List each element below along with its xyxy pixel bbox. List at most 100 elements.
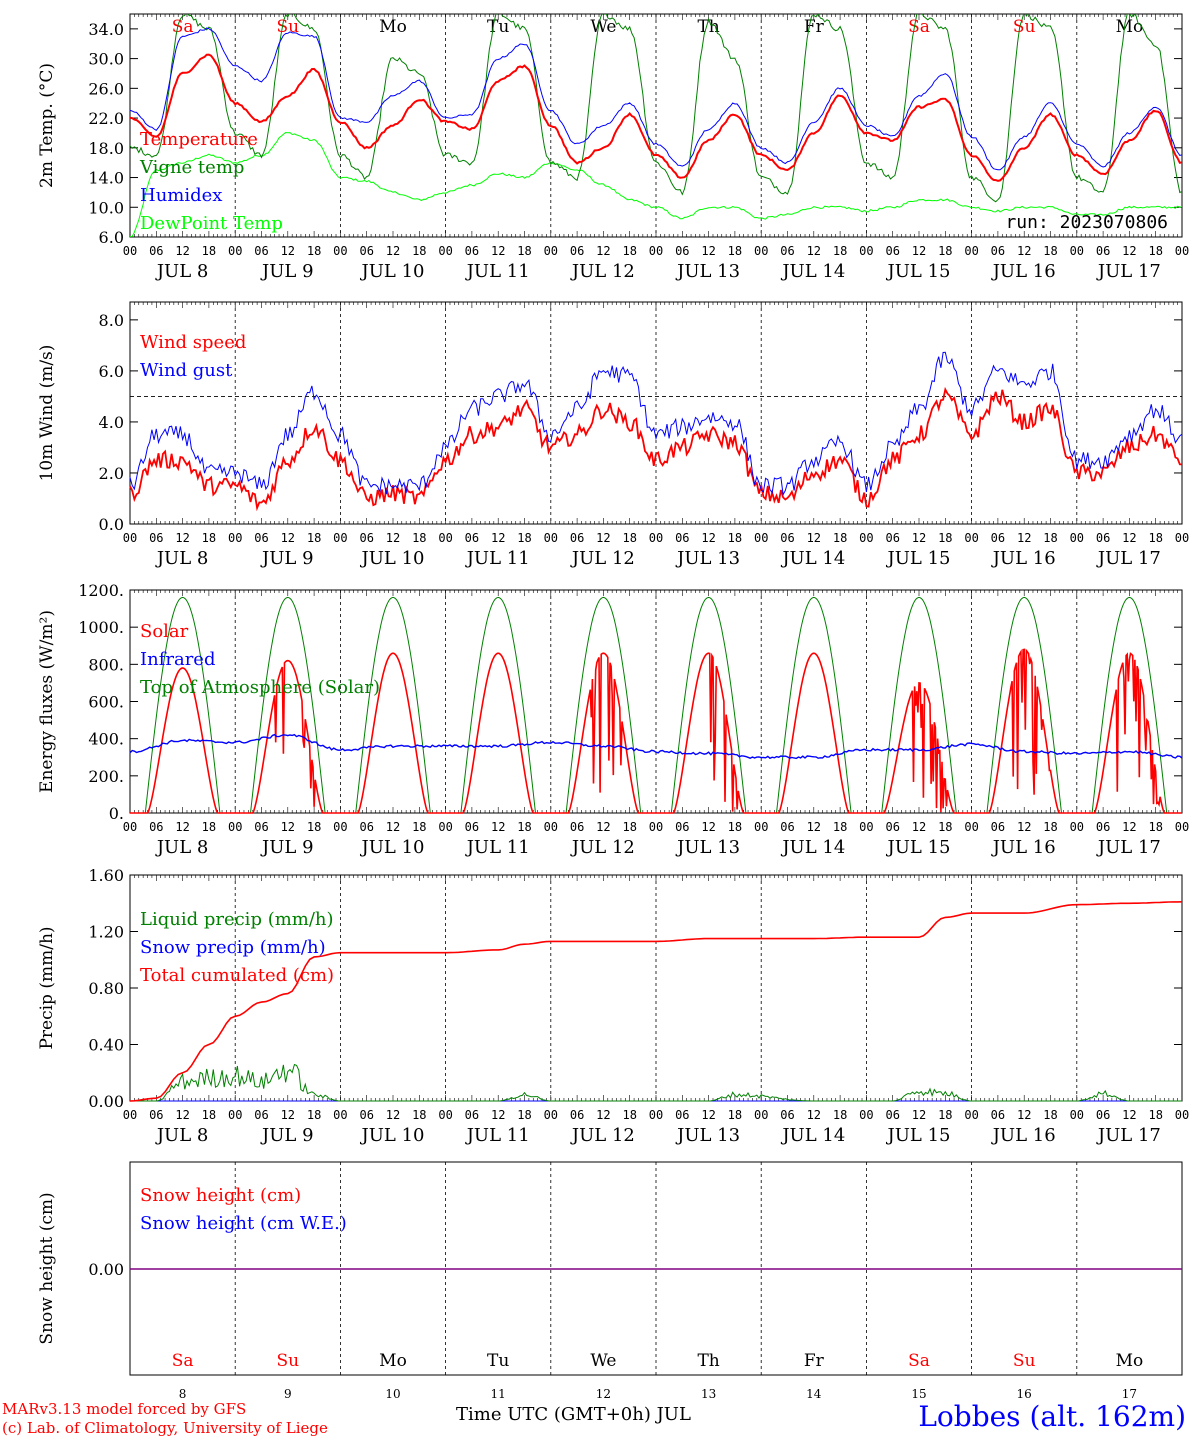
day-abbr-label: Su [276,1351,299,1371]
hour-tick-label: 06 [780,820,794,834]
hour-tick-label: 00 [754,531,768,545]
series-line-dewpoint-temp [130,131,1182,237]
date-label: JUL 16 [991,261,1056,282]
hour-tick-label: 18 [307,244,321,258]
hour-tick-label: 18 [728,820,742,834]
hour-tick-label: 12 [175,820,189,834]
hour-tick-label: 00 [859,531,873,545]
hour-tick-label: 00 [333,1108,347,1122]
hour-tick-label: 00 [1070,1108,1084,1122]
hour-tick-label: 06 [359,820,373,834]
hour-tick-label: 00 [228,1108,242,1122]
date-label: JUL 8 [155,837,209,858]
hour-tick-label: 12 [912,820,926,834]
hour-tick-label: 06 [780,1108,794,1122]
y-tick-label: 6.0 [99,228,124,247]
day-abbr-label: We [590,1351,616,1371]
hour-tick-label: 00 [123,1108,137,1122]
hour-tick-label: 12 [701,1108,715,1122]
day-abbr-label: Su [1013,1351,1036,1371]
date-label: JUL 12 [570,1125,635,1146]
hour-tick-label: 18 [307,820,321,834]
date-label: JUL 13 [675,1125,740,1146]
day-abbr-label: Mo [1116,17,1144,37]
date-label: JUL 11 [465,261,530,282]
hour-tick-label: 18 [517,531,531,545]
date-label: JUL 8 [155,1125,209,1146]
hour-tick-label: 18 [1148,531,1162,545]
y-tick-label: 0.40 [88,1036,124,1055]
run-annotation: run: 2023070806 [1005,212,1168,233]
day-abbr-label: Mo [1116,1351,1144,1371]
hour-tick-label: 12 [491,244,505,258]
legend-humidex: Humidex [140,185,222,206]
hour-tick-label: 18 [1043,531,1057,545]
hour-tick-label: 12 [1122,1108,1136,1122]
series-line-humidex [130,27,1182,171]
footer-model-line: MARv3.13 model forced by GFS [2,1400,247,1418]
hour-tick-label: 18 [622,531,636,545]
hour-tick-label: 06 [149,531,163,545]
hour-tick-label: 18 [833,244,847,258]
hour-tick-label: 18 [307,531,321,545]
hour-tick-label: 00 [649,820,663,834]
hour-tick-label: 12 [807,820,821,834]
day-abbr-label: Tu [487,17,509,37]
day-abbr-label: Th [697,1351,719,1371]
y-tick-label: 18.0 [88,139,124,158]
date-label: JUL 10 [360,261,425,282]
y-tick-label: 1.20 [88,923,124,942]
hour-tick-label: 18 [1148,1108,1162,1122]
hour-tick-label: 06 [254,820,268,834]
hour-tick-label: 18 [833,531,847,545]
hour-tick-label: 00 [1175,244,1189,258]
hour-tick-label: 00 [754,244,768,258]
legend-total-cumulated-cm: Total cumulated (cm) [140,965,334,986]
hour-tick-label: 06 [149,820,163,834]
day-number-label: 12 [596,1387,611,1401]
hour-tick-label: 12 [912,244,926,258]
day-abbr-label: Fr [804,17,825,37]
legend-liquid-precip-mm-h: Liquid precip (mm/h) [140,909,334,930]
day-abbr-label: Sa [908,1351,930,1371]
y-tick-label: 600. [88,693,124,712]
hour-tick-label: 00 [1175,1108,1189,1122]
hour-tick-label: 00 [544,531,558,545]
hour-tick-label: 00 [333,531,347,545]
hour-tick-label: 00 [123,244,137,258]
hour-tick-label: 06 [254,531,268,545]
hour-tick-label: 18 [202,244,216,258]
day-number-label: 8 [179,1387,187,1401]
hour-tick-label: 00 [438,244,452,258]
date-label: JUL 15 [886,837,951,858]
hour-tick-label: 12 [1017,244,1031,258]
date-label: JUL 11 [465,837,530,858]
hour-tick-label: 00 [754,820,768,834]
y-tick-label: 200. [88,767,124,786]
hour-tick-label: 06 [465,531,479,545]
hour-tick-label: 12 [386,1108,400,1122]
hour-tick-label: 00 [1070,820,1084,834]
hour-tick-label: 00 [123,531,137,545]
hour-tick-label: 12 [281,1108,295,1122]
y-axis-label: Snow height (cm) [37,1192,57,1344]
hour-tick-label: 18 [1043,1108,1057,1122]
hour-tick-label: 00 [964,1108,978,1122]
date-label: JUL 8 [155,548,209,569]
legend-solar: Solar [140,621,189,642]
y-tick-label: 14.0 [88,169,124,188]
y-tick-label: 10.0 [88,198,124,217]
day-number-label: 15 [911,1387,926,1401]
hour-tick-label: 18 [202,820,216,834]
hour-tick-label: 18 [412,820,426,834]
y-tick-label: 1200. [78,581,124,600]
hour-tick-label: 18 [517,1108,531,1122]
hour-tick-label: 06 [675,820,689,834]
hour-tick-label: 06 [254,1108,268,1122]
day-number-label: 13 [701,1387,716,1401]
legend-snow-height-cm: Snow height (cm) [140,1185,301,1206]
hour-tick-label: 00 [438,820,452,834]
hour-tick-label: 06 [780,244,794,258]
hour-tick-label: 06 [991,1108,1005,1122]
hour-tick-label: 06 [991,820,1005,834]
